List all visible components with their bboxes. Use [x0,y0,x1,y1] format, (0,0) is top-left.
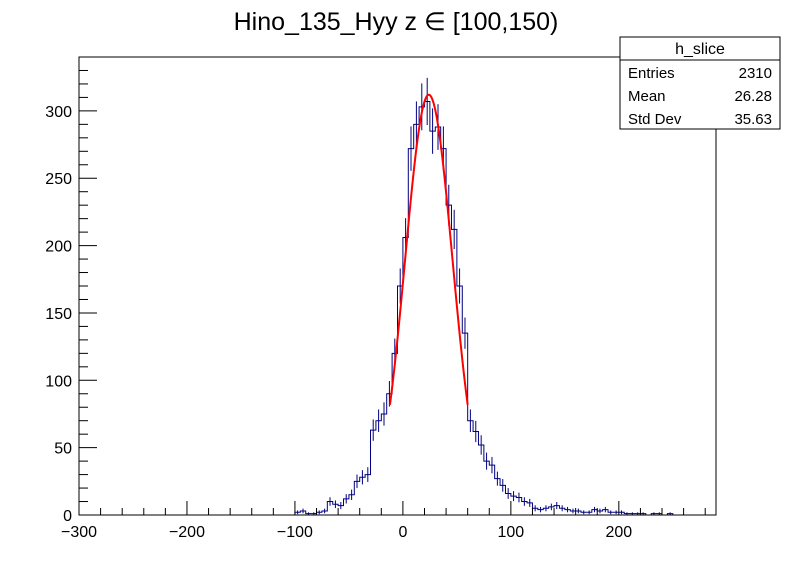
y-tick-label: 300 [45,104,72,121]
y-tick-label: 0 [63,508,72,525]
y-tick-label: 100 [45,373,72,390]
chart-title: Hino_135_Hyy z ∈ [100,150) [234,8,559,36]
stats-stddev-value: 35.63 [734,111,772,128]
x-axis-ticks: −300 −200 −100 0 100 200 [61,501,706,541]
y-tick-label: 150 [45,306,72,323]
y-tick-label: 250 [45,171,72,188]
y-tick-label: 200 [45,239,72,256]
stats-box-title: h_slice [675,41,725,58]
y-axis-ticks: 0 50 100 150 200 250 300 [45,56,97,525]
stats-mean-value: 26.28 [734,88,772,105]
x-tick-label: 200 [605,524,632,541]
x-tick-label: 100 [498,524,525,541]
stats-box-frame [619,36,781,130]
stats-entries-label: Entries [628,65,675,82]
x-tick-label: −100 [277,524,313,541]
stats-box: h_slice Entries 2310 Mean 26.28 Std Dev … [619,36,781,130]
stats-mean-label: Mean [628,88,666,105]
fit-layer [388,93,469,405]
gaussian-fit-curve [388,93,469,405]
y-tick-label: 50 [54,441,72,458]
x-tick-label: −200 [169,524,205,541]
stats-stddev-label: Std Dev [628,111,682,128]
x-tick-label: −300 [61,524,97,541]
stats-entries-value: 2310 [739,65,772,82]
x-tick-label: 0 [398,524,407,541]
